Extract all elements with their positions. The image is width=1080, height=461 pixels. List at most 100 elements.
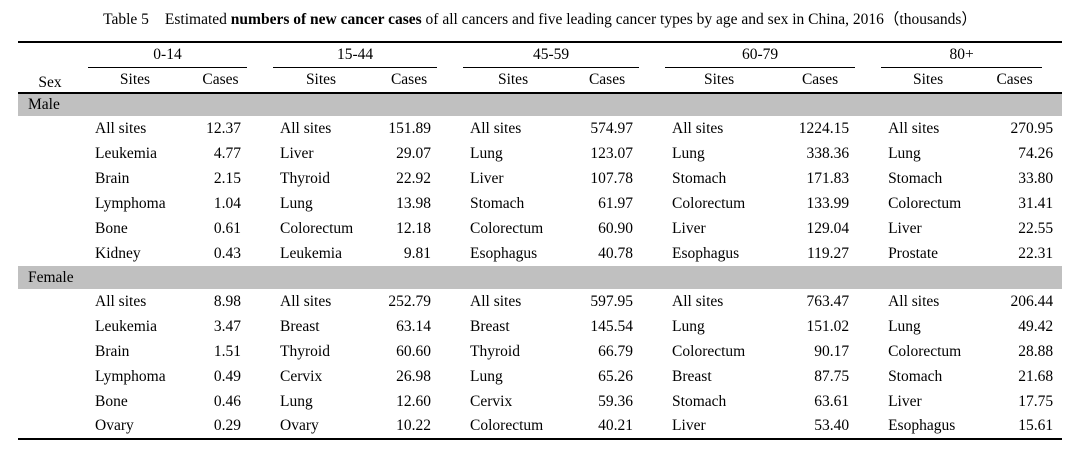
- age-group-label: 80+: [881, 46, 1043, 68]
- table-row: Brain 1.51 Thyroid 60.60 Thyroid 66.79 Colorec…: [18, 339, 1062, 364]
- cases-cell: 65.26: [598, 367, 634, 385]
- sex-column-header: Sex: [38, 74, 62, 91]
- site-cell: Thyroid: [470, 342, 520, 360]
- cases-cell: 171.83: [806, 169, 850, 187]
- site-cell: Prostate: [888, 244, 938, 262]
- cases-cell: 63.14: [396, 317, 432, 335]
- site-cell: Stomach: [888, 367, 943, 385]
- sex-spacer-cell: [18, 191, 82, 216]
- age-group-header-60-79: 60-79: [659, 42, 875, 68]
- sex-spacer-cell: [18, 339, 82, 364]
- section-row-female: Female: [18, 266, 1063, 289]
- cases-header: Cases: [996, 71, 1033, 88]
- site-cell: Lymphoma: [95, 367, 166, 385]
- table-header: Sex 0-14 15-44 45-59 60-79 80+ Sites Cas…: [18, 42, 1063, 93]
- cases-cell: 0.61: [213, 219, 242, 237]
- sex-spacer-cell: [18, 166, 82, 191]
- page: Table 5 Estimated numbers of new cancer c…: [0, 0, 1080, 440]
- cases-cell: 74.26: [1018, 144, 1054, 162]
- site-cell: All sites: [280, 292, 332, 310]
- caption-segment-1: Estimated: [164, 11, 231, 28]
- site-cell: Colorectum: [470, 417, 544, 434]
- cases-cell: 59.36: [598, 392, 634, 410]
- cases-cell: 338.36: [806, 144, 850, 162]
- site-cell: Leukemia: [280, 244, 342, 262]
- sex-spacer-cell: [18, 116, 82, 141]
- section-row-male: Male: [18, 93, 1063, 116]
- site-cell: Liver: [470, 169, 504, 187]
- cases-cell: 3.47: [213, 317, 242, 335]
- sites-header: Sites: [305, 71, 337, 88]
- site-cell: Lung: [888, 144, 921, 162]
- site-cell: Esophagus: [672, 244, 740, 262]
- site-cell: All sites: [95, 119, 147, 137]
- cases-cell: 40.21: [598, 417, 634, 434]
- site-cell: All sites: [470, 292, 522, 310]
- cases-cell: 763.47: [806, 292, 850, 310]
- cases-cell: 1.04: [213, 194, 242, 212]
- cases-cell: 0.43: [213, 244, 242, 262]
- cases-cell: 1224.15: [798, 119, 850, 137]
- site-cell: Esophagus: [888, 417, 956, 434]
- cases-cell: 133.99: [806, 194, 850, 212]
- caption-segment-2: of all cancers and five leading cancer t…: [421, 11, 977, 28]
- cases-cell: 0.49: [213, 367, 242, 385]
- site-cell: Lung: [470, 144, 503, 162]
- site-cell: All sites: [888, 119, 940, 137]
- section-label: Female: [18, 266, 1063, 289]
- table-body: Male All sites 12.37 All sites 151.89 All sit…: [18, 93, 1063, 439]
- site-cell: Esophagus: [470, 244, 538, 262]
- site-cell: All sites: [672, 119, 724, 137]
- site-cell: Liver: [672, 219, 706, 237]
- cases-cell: 22.55: [1018, 219, 1054, 237]
- cases-header: Cases: [202, 71, 239, 88]
- cases-cell: 49.42: [1018, 317, 1054, 335]
- table-caption: Table 5 Estimated numbers of new cancer c…: [0, 0, 1080, 30]
- sites-header: Sites: [703, 71, 735, 88]
- sex-spacer-cell: [18, 141, 82, 166]
- cases-cell: 10.22: [396, 417, 432, 434]
- section-label: Male: [18, 93, 1063, 116]
- site-cell: Stomach: [672, 169, 727, 187]
- table-row: Leukemia 3.47 Breast 63.14 Breast 145.54 Lung 1…: [18, 314, 1062, 339]
- site-cell: Colorectum: [672, 342, 746, 360]
- site-cell: Colorectum: [888, 342, 962, 360]
- table-row: Leukemia 4.77 Liver 29.07 Lung 123.07 Lung 338.…: [18, 141, 1062, 166]
- cases-header: Cases: [390, 71, 428, 88]
- cases-cell: 15.61: [1018, 417, 1054, 434]
- table-row: Ovary 0.29 Ovary 10.22 Colorectum 40.21 Liver 5…: [18, 414, 1062, 439]
- table-row: Brain 2.15 Thyroid 22.92 Liver 107.78 Stomach 1…: [18, 166, 1062, 191]
- site-cell: Thyroid: [280, 169, 330, 187]
- site-cell: Breast: [280, 317, 320, 335]
- cases-cell: 29.07: [396, 144, 432, 162]
- site-cell: Cervix: [470, 392, 513, 410]
- site-cell: Bone: [95, 219, 128, 237]
- cases-header: Cases: [801, 71, 839, 88]
- site-cell: Lymphoma: [95, 194, 166, 212]
- cases-cell: 61.97: [598, 194, 634, 212]
- cases-cell: 66.79: [598, 342, 634, 360]
- sex-spacer-cell: [18, 216, 82, 241]
- cases-cell: 22.31: [1018, 244, 1054, 262]
- age-group-header-80plus: 80+: [875, 42, 1062, 68]
- cases-cell: 270.95: [1010, 119, 1054, 137]
- cases-cell: 574.97: [590, 119, 634, 137]
- cases-cell: 12.37: [206, 119, 242, 137]
- site-cell: Colorectum: [470, 219, 544, 237]
- site-cell: All sites: [672, 292, 724, 310]
- cases-cell: 9.81: [403, 244, 432, 262]
- site-cell: Colorectum: [888, 194, 962, 212]
- site-cell: Stomach: [672, 392, 727, 410]
- caption-text: Estimated numbers of new cancer cases of…: [165, 11, 977, 28]
- age-group-label: 45-59: [463, 46, 640, 68]
- cases-cell: 12.60: [396, 392, 432, 410]
- cases-cell: 129.04: [806, 219, 850, 237]
- age-group-header-15-44: 15-44: [267, 42, 457, 68]
- cases-cell: 22.92: [396, 169, 432, 187]
- cases-cell: 252.79: [388, 292, 432, 310]
- table-row: Bone 0.46 Lung 12.60 Cervix 59.36 Stomach 63.61…: [18, 389, 1062, 414]
- age-group-row: Sex 0-14 15-44 45-59 60-79 80+: [18, 42, 1062, 91]
- cases-cell: 60.90: [598, 219, 634, 237]
- site-cell: Liver: [888, 219, 922, 237]
- age-group-header-45-59: 45-59: [457, 42, 659, 68]
